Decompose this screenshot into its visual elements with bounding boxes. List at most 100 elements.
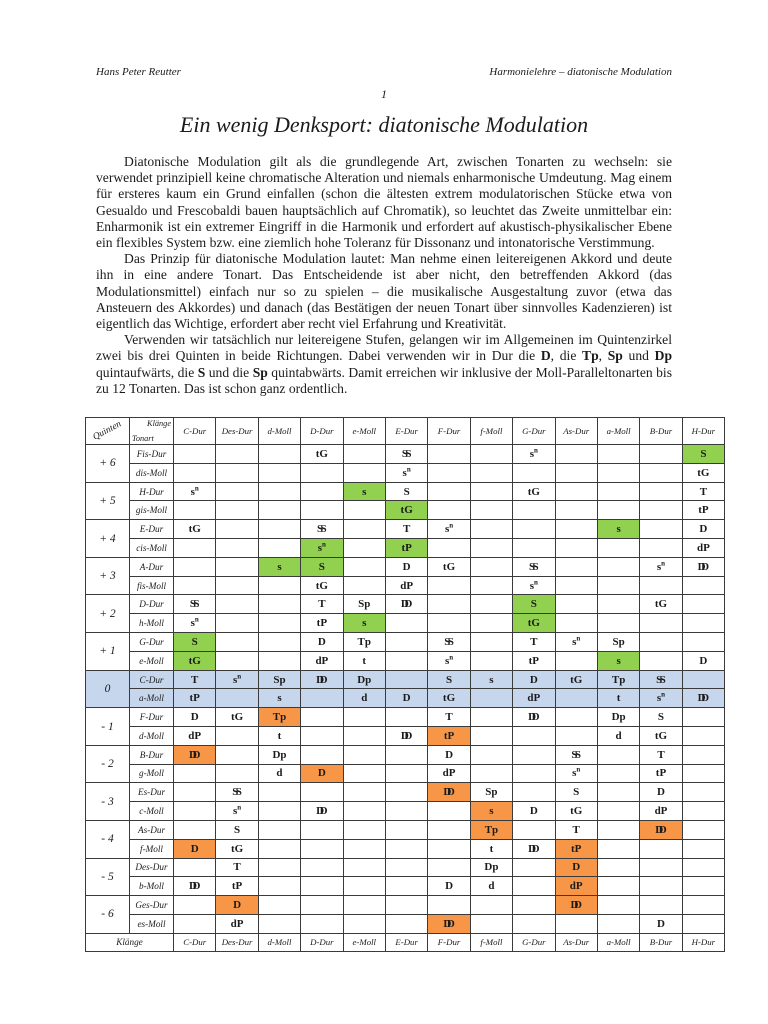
function-cell: dP: [172, 726, 217, 746]
function-cell: [596, 575, 641, 596]
function-cell: [596, 594, 641, 615]
function-cell: D: [384, 688, 429, 709]
tonart-label: c-Moll: [129, 801, 174, 821]
function-cell: [596, 819, 641, 840]
function-cell: [300, 819, 344, 840]
function-cell: [554, 613, 598, 634]
column-header: f-Moll: [469, 417, 514, 446]
footer-column-header: e-Moll: [342, 932, 386, 952]
function-cell: [342, 876, 386, 897]
function-cell: [469, 556, 514, 577]
function-cell: [639, 895, 683, 915]
function-cell: [215, 519, 259, 540]
function-cell: Tp: [469, 819, 514, 840]
footer-column-header: E-Dur: [384, 932, 429, 952]
function-cell: [639, 519, 683, 540]
function-cell: T: [639, 744, 683, 765]
function-cell: D: [512, 669, 556, 690]
footer-column-header: C-Dur: [172, 932, 217, 952]
function-cell: dP: [639, 801, 683, 821]
function-cell: [681, 838, 726, 859]
function-cell: s: [469, 669, 514, 690]
function-cell: [469, 632, 514, 652]
function-cell: [512, 857, 556, 878]
function-cell: Sp: [596, 632, 641, 652]
tonart-label: b-Moll: [129, 876, 174, 897]
tonart-label: e-Moll: [129, 650, 174, 671]
function-cell: [342, 801, 386, 821]
function-cell: [681, 782, 726, 803]
function-cell: [427, 575, 471, 596]
quinten-cell: + 3: [85, 556, 130, 596]
function-cell: [172, 462, 217, 483]
function-cell: [384, 913, 429, 934]
function-cell: [384, 650, 429, 671]
function-cell: sn: [384, 462, 429, 483]
footer-column-header: B-Dur: [639, 932, 683, 952]
footer-column-header: H-Dur: [681, 932, 726, 952]
function-cell: [257, 838, 302, 859]
function-cell: [384, 613, 429, 634]
function-cell: [639, 500, 683, 521]
footer-column-header: a-Moll: [596, 932, 641, 952]
function-cell: [172, 500, 217, 521]
function-cell: Tp: [257, 707, 302, 727]
tonart-label: Fis-Dur: [129, 444, 174, 464]
function-cell: [215, 538, 259, 558]
function-cell: S: [384, 481, 429, 502]
modulation-table: Quinten Klänge Tonart C-Dur Des-Dur d-Moll D-D…: [85, 417, 726, 952]
function-cell: sn: [512, 444, 556, 464]
function-cell: [554, 556, 598, 577]
function-cell: Sp: [469, 782, 514, 803]
function-cell: [512, 782, 556, 803]
function-cell: [384, 801, 429, 821]
function-cell: [427, 857, 471, 878]
function-cell: tG: [172, 650, 217, 671]
function-cell: [300, 913, 344, 934]
function-cell: [596, 801, 641, 821]
function-cell: [554, 519, 598, 540]
footer-column-header: f-Moll: [469, 932, 514, 952]
function-cell: [427, 895, 471, 915]
column-header: Des-Dur: [215, 417, 259, 446]
function-cell: [257, 613, 302, 634]
function-cell: [300, 876, 344, 897]
corner-tonart-label: Tonart: [132, 434, 154, 444]
function-cell: tG: [681, 462, 726, 483]
function-cell: [469, 519, 514, 540]
function-cell: [469, 650, 514, 671]
function-cell: [639, 857, 683, 878]
function-cell: [681, 857, 726, 878]
function-cell: tG: [512, 613, 556, 634]
column-header: d-Moll: [257, 417, 302, 446]
function-cell: [512, 895, 556, 915]
function-cell: [596, 556, 641, 577]
function-cell: [596, 763, 641, 784]
function-cell: [257, 650, 302, 671]
function-cell: s: [257, 688, 302, 709]
function-cell: [512, 500, 556, 521]
function-cell: [300, 838, 344, 859]
tonart-label: Ges-Dur: [129, 895, 174, 915]
tonart-label: h-Moll: [129, 613, 174, 634]
function-cell: D: [639, 913, 683, 934]
function-cell: [172, 575, 217, 596]
function-cell: Dp: [469, 857, 514, 878]
column-header: As-Dur: [554, 417, 598, 446]
function-cell: [427, 481, 471, 502]
